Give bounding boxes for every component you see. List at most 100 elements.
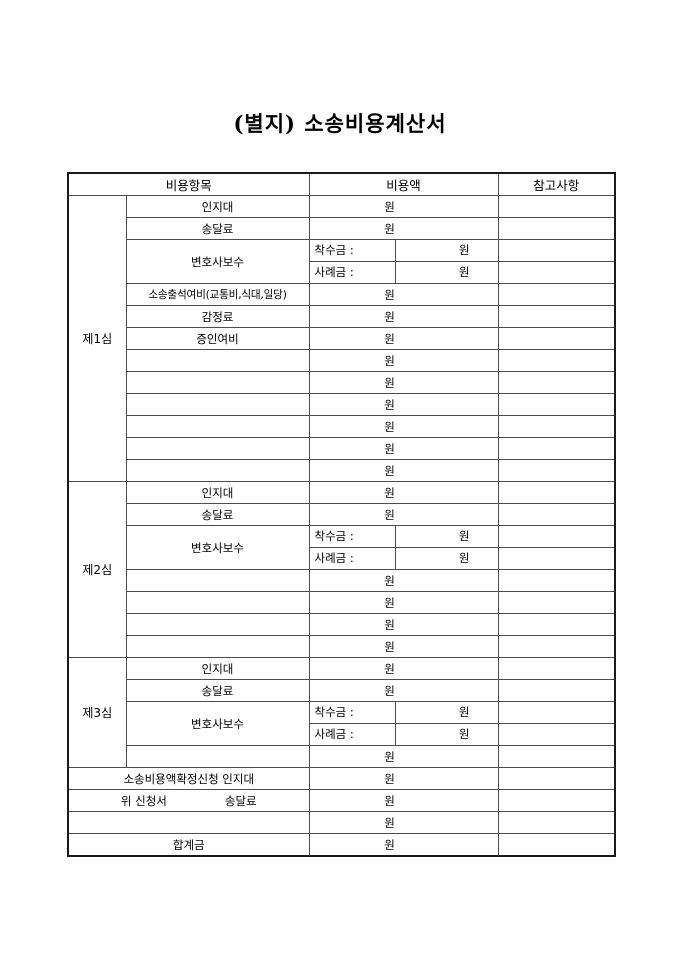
remark-cell[interactable]: [497, 261, 616, 284]
remark-cell[interactable]: [497, 503, 616, 526]
item-label-cell[interactable]: 송달료: [125, 503, 310, 526]
remark-cell[interactable]: [497, 635, 616, 658]
remark-cell[interactable]: [497, 723, 616, 746]
amount-cell-with-label[interactable]: 사례금 : 원: [308, 723, 499, 746]
amount-cell[interactable]: 원: [308, 437, 499, 460]
item-label-cell[interactable]: [67, 811, 310, 834]
fee-type-label: 착수금 :: [310, 240, 396, 261]
item-label-cell[interactable]: [125, 437, 310, 460]
remark-cell[interactable]: [497, 701, 616, 724]
remark-cell[interactable]: [497, 811, 616, 834]
amount-cell[interactable]: 원: [308, 327, 499, 350]
remark-cell[interactable]: [497, 305, 616, 328]
remark-cell[interactable]: [497, 525, 616, 548]
item-label-cell[interactable]: [125, 613, 310, 636]
remark-cell[interactable]: [497, 349, 616, 372]
currency-unit: 원: [384, 661, 395, 676]
amount-cell[interactable]: 원: [308, 679, 499, 702]
remark-cell[interactable]: [497, 437, 616, 460]
amount-cell-with-label[interactable]: 착수금 : 원: [308, 525, 499, 548]
item-label-cell[interactable]: 인지대: [125, 481, 310, 504]
remark-cell[interactable]: [497, 415, 616, 438]
remark-cell[interactable]: [497, 547, 616, 570]
item-label-cell[interactable]: [125, 349, 310, 372]
currency-unit: 원: [384, 375, 395, 390]
remark-cell[interactable]: [497, 195, 616, 218]
amount-cell[interactable]: 원: [308, 283, 499, 306]
item-label-cell[interactable]: [125, 371, 310, 394]
amount-cell-with-label[interactable]: 사례금 : 원: [308, 261, 499, 284]
amount-cell[interactable]: 원: [308, 767, 499, 790]
amount-cell[interactable]: 원: [308, 657, 499, 680]
footer-label-left: 위 신청서: [120, 793, 167, 808]
item-label-cell[interactable]: 인지대: [125, 657, 310, 680]
amount-cell[interactable]: 원: [308, 195, 499, 218]
item-label-cell[interactable]: 위 신청서 송달료: [67, 789, 310, 812]
fee-type-label: 착수금 :: [310, 702, 396, 723]
amount-cell[interactable]: 원: [308, 349, 499, 372]
table-header-row: 비용항목 비용액 참고사항: [67, 172, 616, 196]
item-label-cell[interactable]: [125, 745, 310, 768]
amount-cell[interactable]: 원: [308, 635, 499, 658]
amount-cell[interactable]: 원: [308, 217, 499, 240]
item-label-cell[interactable]: [125, 635, 310, 658]
amount-cell[interactable]: 원: [308, 569, 499, 592]
instance-label-cell: 제1심: [67, 195, 127, 482]
remark-cell[interactable]: [497, 679, 616, 702]
item-label-cell[interactable]: 소송비용액확정신청 인지대: [67, 767, 310, 790]
item-label-cell[interactable]: 감정료: [125, 305, 310, 328]
item-label-cell: 변호사보수: [125, 701, 310, 746]
amount-cell[interactable]: 원: [308, 415, 499, 438]
amount-cell[interactable]: 원: [308, 371, 499, 394]
remark-cell[interactable]: [497, 393, 616, 416]
remark-cell[interactable]: [497, 833, 616, 857]
item-label-cell[interactable]: [125, 415, 310, 438]
amount-cell-with-label[interactable]: 사례금 : 원: [308, 547, 499, 570]
amount-cell[interactable]: 원: [308, 745, 499, 768]
amount-cell[interactable]: 원: [308, 833, 499, 857]
amount-cell[interactable]: 원: [308, 613, 499, 636]
amount-cell[interactable]: 원: [308, 305, 499, 328]
amount-cell[interactable]: 원: [308, 503, 499, 526]
item-label-cell[interactable]: 송달료: [125, 217, 310, 240]
remark-cell[interactable]: [497, 283, 616, 306]
remark-cell[interactable]: [497, 613, 616, 636]
remark-cell[interactable]: [497, 459, 616, 482]
item-label-cell[interactable]: 송달료: [125, 679, 310, 702]
remark-cell[interactable]: [497, 591, 616, 614]
remark-cell[interactable]: [497, 569, 616, 592]
item-label-cell[interactable]: [125, 459, 310, 482]
table-row: 원: [68, 371, 616, 394]
currency-unit: 원: [458, 551, 470, 565]
currency-unit: 원: [384, 331, 395, 346]
remark-cell[interactable]: [497, 327, 616, 350]
item-label-cell[interactable]: 합계금: [67, 833, 310, 857]
remark-cell[interactable]: [497, 481, 616, 504]
item-label-cell[interactable]: 인지대: [125, 195, 310, 218]
amount-cell[interactable]: 원: [308, 459, 499, 482]
item-label-cell[interactable]: [125, 591, 310, 614]
amount-cell[interactable]: 원: [308, 811, 499, 834]
table-row: 사례금 : 원: [68, 261, 616, 284]
remark-cell[interactable]: [497, 657, 616, 680]
remark-cell[interactable]: [497, 239, 616, 262]
amount-cell[interactable]: 원: [308, 393, 499, 416]
amount-cell[interactable]: 원: [308, 591, 499, 614]
table-row: 소송비용액확정신청 인지대 원: [67, 767, 616, 790]
remark-cell[interactable]: [497, 217, 616, 240]
amount-cell[interactable]: 원: [308, 481, 499, 504]
item-label-cell[interactable]: 증인여비: [125, 327, 310, 350]
item-label-cell[interactable]: [125, 393, 310, 416]
remark-cell[interactable]: [497, 745, 616, 768]
remark-cell[interactable]: [497, 371, 616, 394]
item-label-cell[interactable]: [125, 569, 310, 592]
amount-cell-with-label[interactable]: 착수금 : 원: [308, 239, 499, 262]
amount-cell-with-label[interactable]: 착수금 : 원: [308, 701, 499, 724]
table-row: 원: [68, 613, 616, 636]
remark-cell[interactable]: [497, 789, 616, 812]
amount-cell[interactable]: 원: [308, 789, 499, 812]
currency-unit: 원: [384, 419, 395, 434]
table-row: 제1심 인지대 원: [67, 195, 616, 482]
item-label-cell[interactable]: 소송출석여비(교통비,식대,일당): [125, 283, 310, 306]
remark-cell[interactable]: [497, 767, 616, 790]
